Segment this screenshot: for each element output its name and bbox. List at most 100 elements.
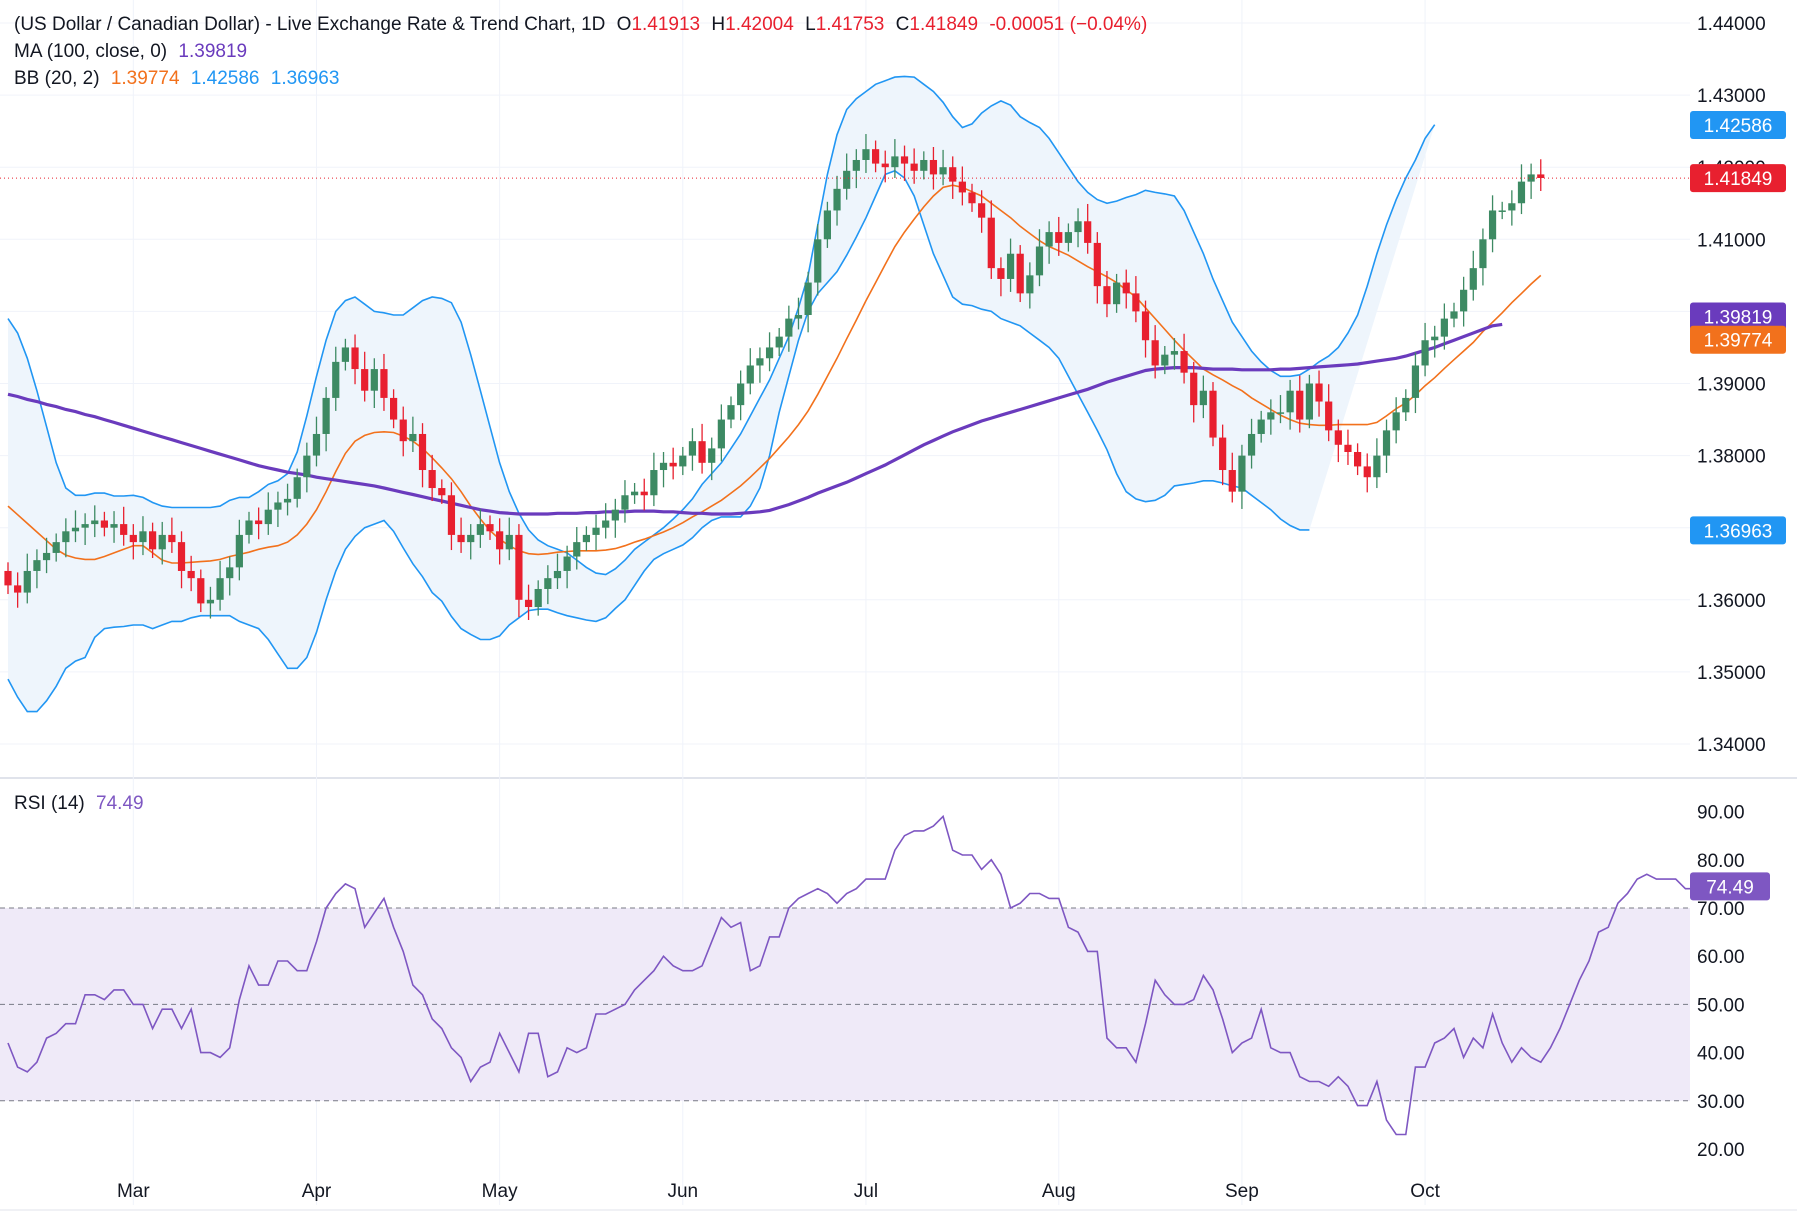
candle-down	[361, 369, 369, 391]
candle-up	[71, 527, 80, 532]
candle-down	[1219, 437, 1227, 471]
candle-down	[486, 524, 494, 532]
candle-up	[1498, 210, 1506, 212]
candle-up	[717, 419, 725, 449]
candle-up	[1469, 268, 1477, 290]
candle-down	[515, 534, 523, 600]
candle-up	[631, 491, 639, 496]
candle-up	[1421, 340, 1429, 366]
candle-up	[1113, 282, 1121, 305]
candle-down	[428, 470, 436, 489]
candle-up	[1431, 336, 1439, 341]
candle-up	[659, 462, 668, 471]
candle-down	[380, 369, 388, 398]
candle-up	[245, 520, 253, 535]
candle-down	[698, 441, 706, 463]
price-tag-label: 1.41849	[1704, 169, 1773, 190]
bb-upper-line	[7, 75, 1436, 576]
candle-up	[370, 369, 378, 391]
ohlc-low: L1.41753	[805, 14, 885, 35]
rsi-tick-label: 80.00	[1697, 851, 1745, 872]
candle-up	[804, 282, 812, 316]
ma-line	[7, 322, 1503, 516]
candle-down	[100, 520, 108, 528]
rsi-tick-label: 40.00	[1697, 1044, 1745, 1065]
time-tick-label: Aug	[1042, 1181, 1076, 1202]
ohlc-open: O1.41913	[616, 14, 701, 35]
candle-up	[1170, 351, 1179, 355]
candle-up	[42, 552, 51, 561]
candle-up	[785, 318, 793, 337]
time-tick-label: Jun	[667, 1181, 698, 1202]
candle-up	[737, 383, 745, 406]
candle-up	[81, 524, 89, 528]
rsi-tick-label: 60.00	[1697, 947, 1745, 968]
candle-up	[1517, 181, 1526, 204]
candle-down	[949, 167, 957, 182]
candle-up	[1402, 397, 1410, 413]
candlesticks	[0, 134, 1690, 620]
price-change: -0.00051 (−0.04%)	[989, 14, 1148, 35]
candle-down	[351, 347, 359, 370]
time-tick-label: Oct	[1410, 1181, 1440, 1202]
candle-up	[293, 477, 301, 499]
candle-down	[958, 181, 966, 193]
candle-down	[120, 524, 128, 535]
legend-symbol-row: (US Dollar / Canadian Dollar) - Live Exc…	[14, 14, 1153, 36]
legend-bb-row: BB (20, 2) 1.39774 1.42586 1.36963	[14, 68, 345, 90]
candle-up	[1479, 239, 1487, 269]
candle-down	[1537, 174, 1545, 179]
candle-up	[1026, 275, 1034, 294]
price-tag-label: 1.42586	[1704, 116, 1773, 137]
bb-lower-value: 1.36963	[270, 68, 340, 89]
bb-upper-value: 1.42586	[190, 68, 260, 89]
candle-up	[1199, 390, 1207, 406]
time-tick-label: Mar	[117, 1181, 150, 1202]
candle-down	[418, 433, 427, 471]
candle-down	[1093, 242, 1101, 287]
moving-average	[7, 322, 1503, 516]
candle-down	[149, 531, 157, 550]
candle-up	[33, 560, 41, 571]
candle-up	[708, 448, 716, 463]
candle-up	[939, 167, 947, 175]
candle-up	[1508, 203, 1516, 211]
candle-up	[544, 578, 552, 589]
candle-up	[563, 556, 571, 571]
candle-up	[52, 542, 60, 553]
candle-up	[467, 534, 475, 543]
candle-down	[1334, 430, 1342, 445]
candle-down	[1016, 253, 1024, 294]
candle-down	[1180, 351, 1188, 373]
candle-down	[1315, 383, 1323, 402]
rsi-tick-label: 30.00	[1697, 1092, 1745, 1113]
candle-down	[496, 531, 504, 550]
price-tag	[1690, 516, 1786, 545]
candle-up	[110, 524, 118, 528]
candle-up	[794, 315, 803, 319]
candle-up	[1257, 419, 1265, 434]
candle-up	[1161, 354, 1169, 366]
candle-up	[332, 361, 340, 398]
candle-down	[1141, 311, 1150, 341]
price-tick-label: 1.38000	[1697, 447, 1766, 468]
ma-label: MA (100, close, 0)	[14, 41, 168, 62]
candle-up	[23, 570, 31, 593]
candle-up	[312, 433, 321, 456]
time-tick-label: Sep	[1225, 1181, 1259, 1202]
candle-down	[4, 570, 12, 586]
rsi-value: 74.49	[96, 793, 144, 814]
candle-up	[1392, 412, 1400, 431]
candle-down	[399, 419, 407, 442]
candle-down	[1344, 444, 1352, 452]
price-tag	[1690, 302, 1786, 331]
candle-down	[438, 488, 446, 496]
candle-down	[1103, 286, 1111, 305]
candle-up	[814, 239, 822, 283]
rsi-tick-label: 90.00	[1697, 803, 1745, 824]
price-tick-label: 1.41000	[1697, 230, 1766, 251]
candle-down	[177, 542, 186, 571]
ohlc-high: H1.42004	[711, 14, 794, 35]
rsi-tick-label: 50.00	[1697, 995, 1745, 1016]
ma-value: 1.39819	[178, 41, 248, 62]
